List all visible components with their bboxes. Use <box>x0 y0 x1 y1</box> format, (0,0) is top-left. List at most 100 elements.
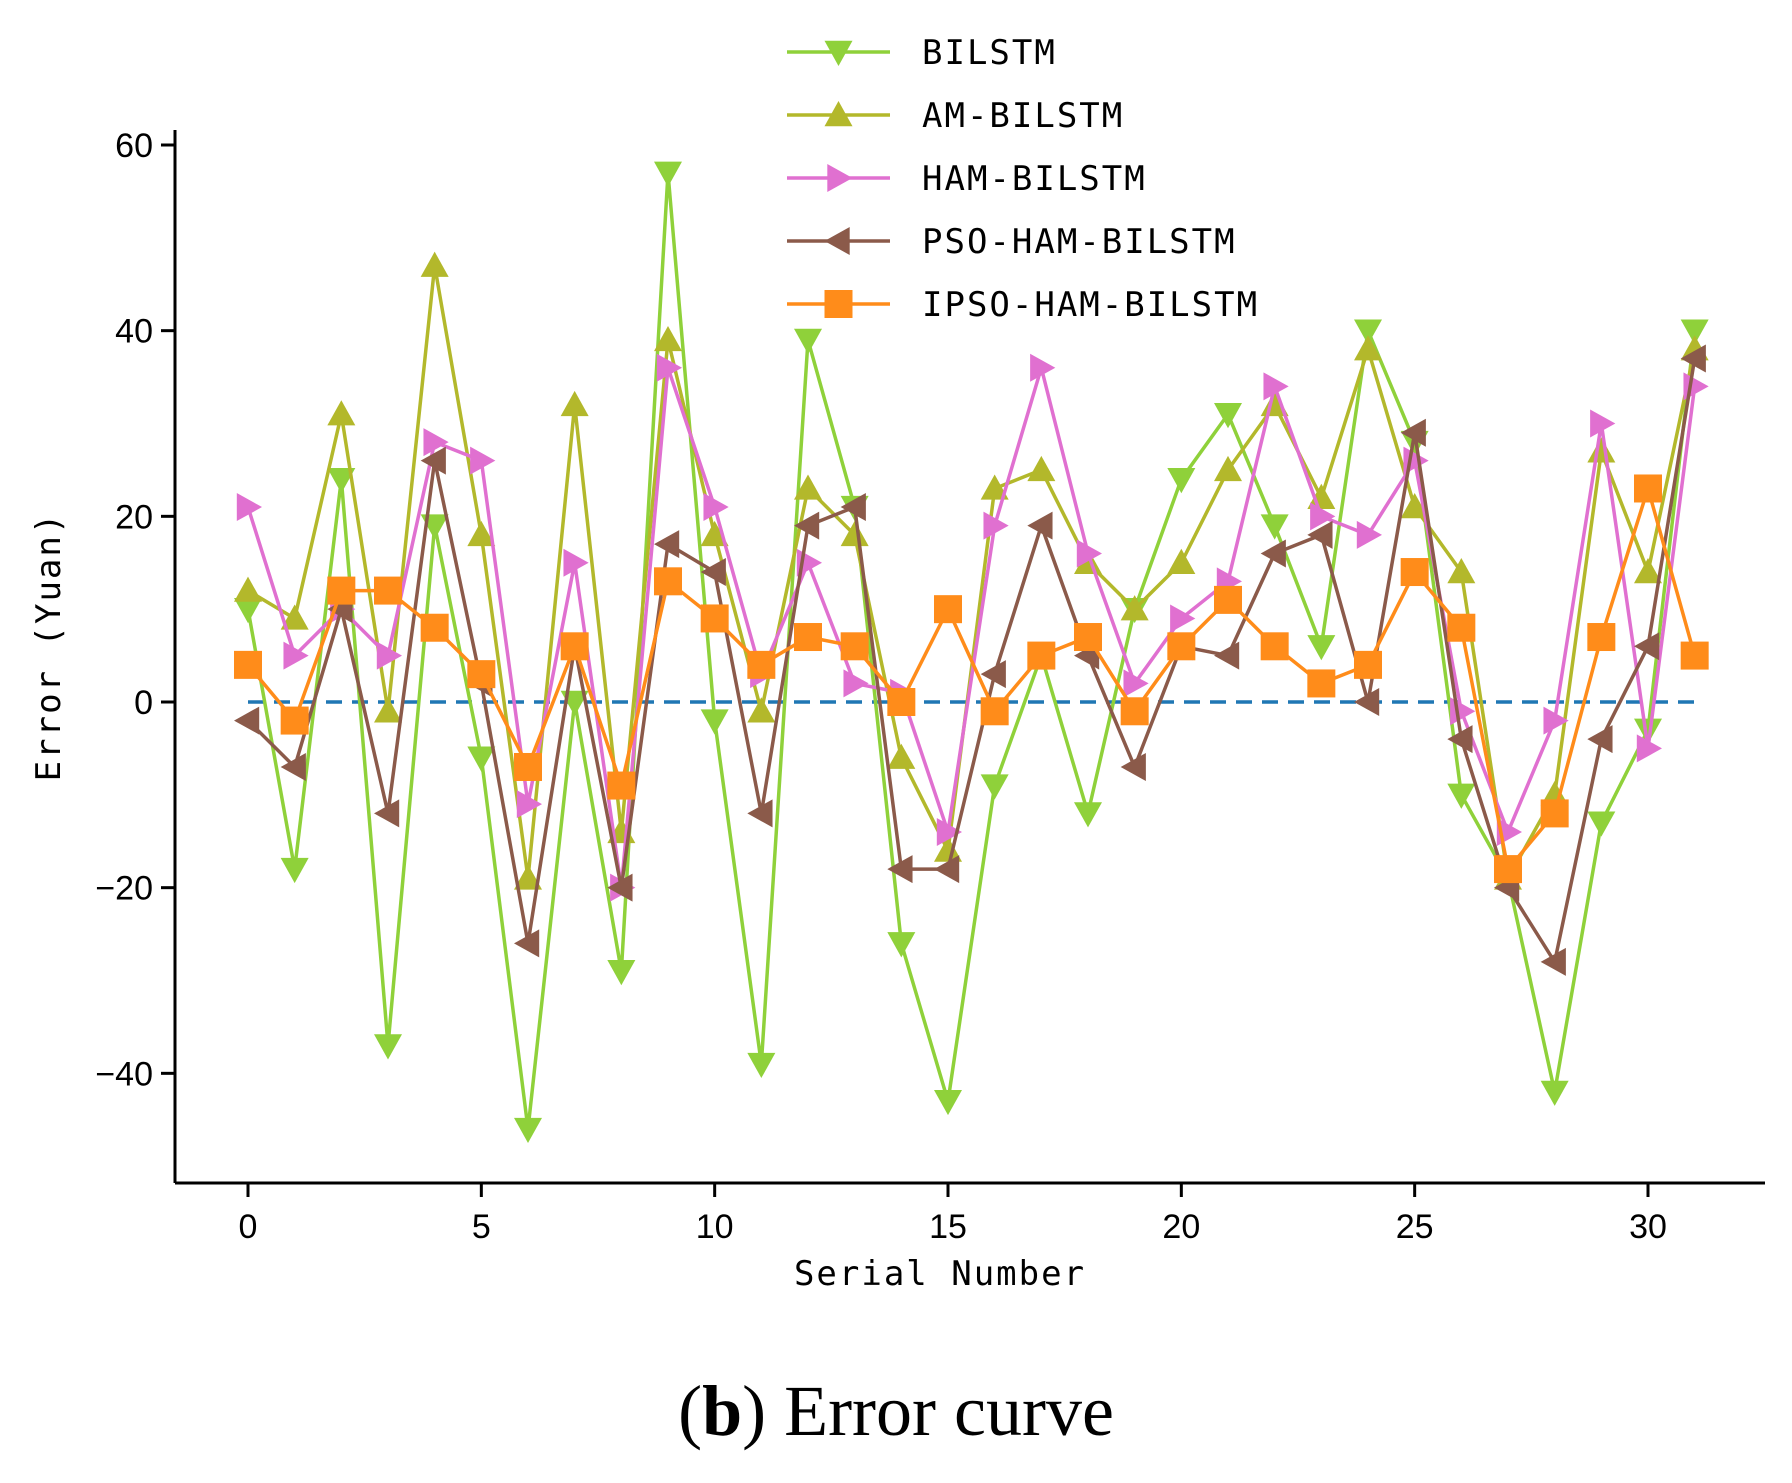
data-point <box>1074 623 1102 652</box>
series-line <box>246 358 1697 964</box>
data-point <box>470 446 496 475</box>
data-point <box>1680 344 1706 373</box>
data-point <box>1214 403 1242 429</box>
x-tick-label: 10 <box>696 1208 734 1246</box>
caption-open-paren: ( <box>678 1371 702 1451</box>
data-point <box>1354 335 1382 361</box>
data-point <box>607 771 636 800</box>
data-point <box>747 799 773 828</box>
data-point <box>1120 595 1149 621</box>
data-point <box>1354 650 1382 679</box>
axes: −40 −20 0 20 40 60 0 5 10 15 20 25 30 <box>95 127 1765 1246</box>
data-point <box>1543 706 1569 735</box>
series-ipso-ham-bilstm <box>234 474 1709 884</box>
data-point <box>654 161 682 187</box>
data-point <box>983 511 1009 540</box>
y-tick-label: 60 <box>115 127 153 165</box>
data-point <box>327 468 356 494</box>
data-point <box>234 576 262 602</box>
data-point <box>1587 811 1616 837</box>
x-axis-label: Serial Number <box>794 1254 1086 1294</box>
data-point <box>1634 558 1662 584</box>
legend-marker <box>827 164 853 192</box>
data-point <box>374 799 400 828</box>
data-point <box>700 709 729 735</box>
data-point <box>1540 1080 1569 1106</box>
data-point <box>1074 802 1102 828</box>
series-lines <box>234 161 1709 1144</box>
y-tick-label: −40 <box>95 1055 153 1093</box>
data-point <box>1074 548 1102 574</box>
data-point <box>794 623 822 652</box>
data-point <box>1587 623 1616 652</box>
data-point <box>467 520 496 547</box>
data-point <box>563 548 589 577</box>
data-point <box>1400 418 1426 447</box>
data-point <box>1540 799 1569 828</box>
data-point <box>1027 455 1056 482</box>
data-point <box>934 836 962 862</box>
data-point <box>516 790 542 819</box>
data-point <box>1494 855 1522 884</box>
data-point <box>747 697 776 723</box>
data-point <box>1540 947 1566 976</box>
y-tick-label: 40 <box>115 313 153 351</box>
data-point <box>1680 319 1709 345</box>
data-point <box>327 576 356 605</box>
data-point <box>420 251 449 277</box>
data-point <box>1400 558 1429 587</box>
caption-panel-letter: b <box>702 1371 742 1451</box>
legend-entry: PSO-HAM-BILSTM <box>787 222 1235 262</box>
data-point <box>654 530 680 559</box>
y-tick-label: −20 <box>95 870 153 908</box>
data-point <box>1123 669 1149 698</box>
data-point <box>1634 718 1662 744</box>
data-point <box>1634 474 1662 503</box>
data-point <box>980 697 1009 726</box>
data-point <box>1354 688 1380 716</box>
legend-label: AM-BILSTM <box>922 96 1124 136</box>
legend-marker <box>824 40 853 66</box>
data-point <box>607 873 633 902</box>
data-point <box>794 511 820 540</box>
legend-marker <box>824 227 850 255</box>
data-point <box>840 632 869 661</box>
data-point <box>374 697 402 723</box>
data-point <box>234 597 262 624</box>
data-point <box>1027 511 1053 540</box>
legend-entry: BILSTM <box>787 33 1055 73</box>
data-point <box>1030 353 1056 382</box>
figure-caption: (b) Error curve <box>678 1371 1114 1451</box>
data-point <box>1260 539 1286 568</box>
data-point <box>934 855 960 884</box>
data-point <box>560 632 589 661</box>
legend-entry: IPSO-HAM-BILSTM <box>787 285 1259 325</box>
data-point <box>1170 604 1196 633</box>
data-point <box>654 325 682 352</box>
data-point <box>1260 514 1289 540</box>
legend-label: IPSO-HAM-BILSTM <box>922 285 1259 325</box>
data-point <box>887 932 916 958</box>
data-point <box>1214 585 1242 614</box>
data-point <box>887 743 916 769</box>
caption-close-paren: ) <box>742 1371 766 1451</box>
data-point <box>514 1117 542 1144</box>
legend-entry: HAM-BILSTM <box>787 159 1147 199</box>
caption-text: Error curve <box>766 1371 1114 1451</box>
data-point <box>1587 725 1613 754</box>
data-point <box>283 641 309 670</box>
data-point <box>1214 641 1240 670</box>
data-point <box>980 660 1006 689</box>
data-point <box>1680 641 1709 670</box>
data-point <box>420 613 449 642</box>
series-line <box>246 366 1697 890</box>
data-point <box>514 864 542 890</box>
data-point <box>1120 752 1146 781</box>
data-point <box>280 706 309 735</box>
legend-label: HAM-BILSTM <box>922 159 1147 199</box>
data-point <box>794 474 822 500</box>
data-point <box>280 752 306 781</box>
data-point <box>1636 734 1662 763</box>
